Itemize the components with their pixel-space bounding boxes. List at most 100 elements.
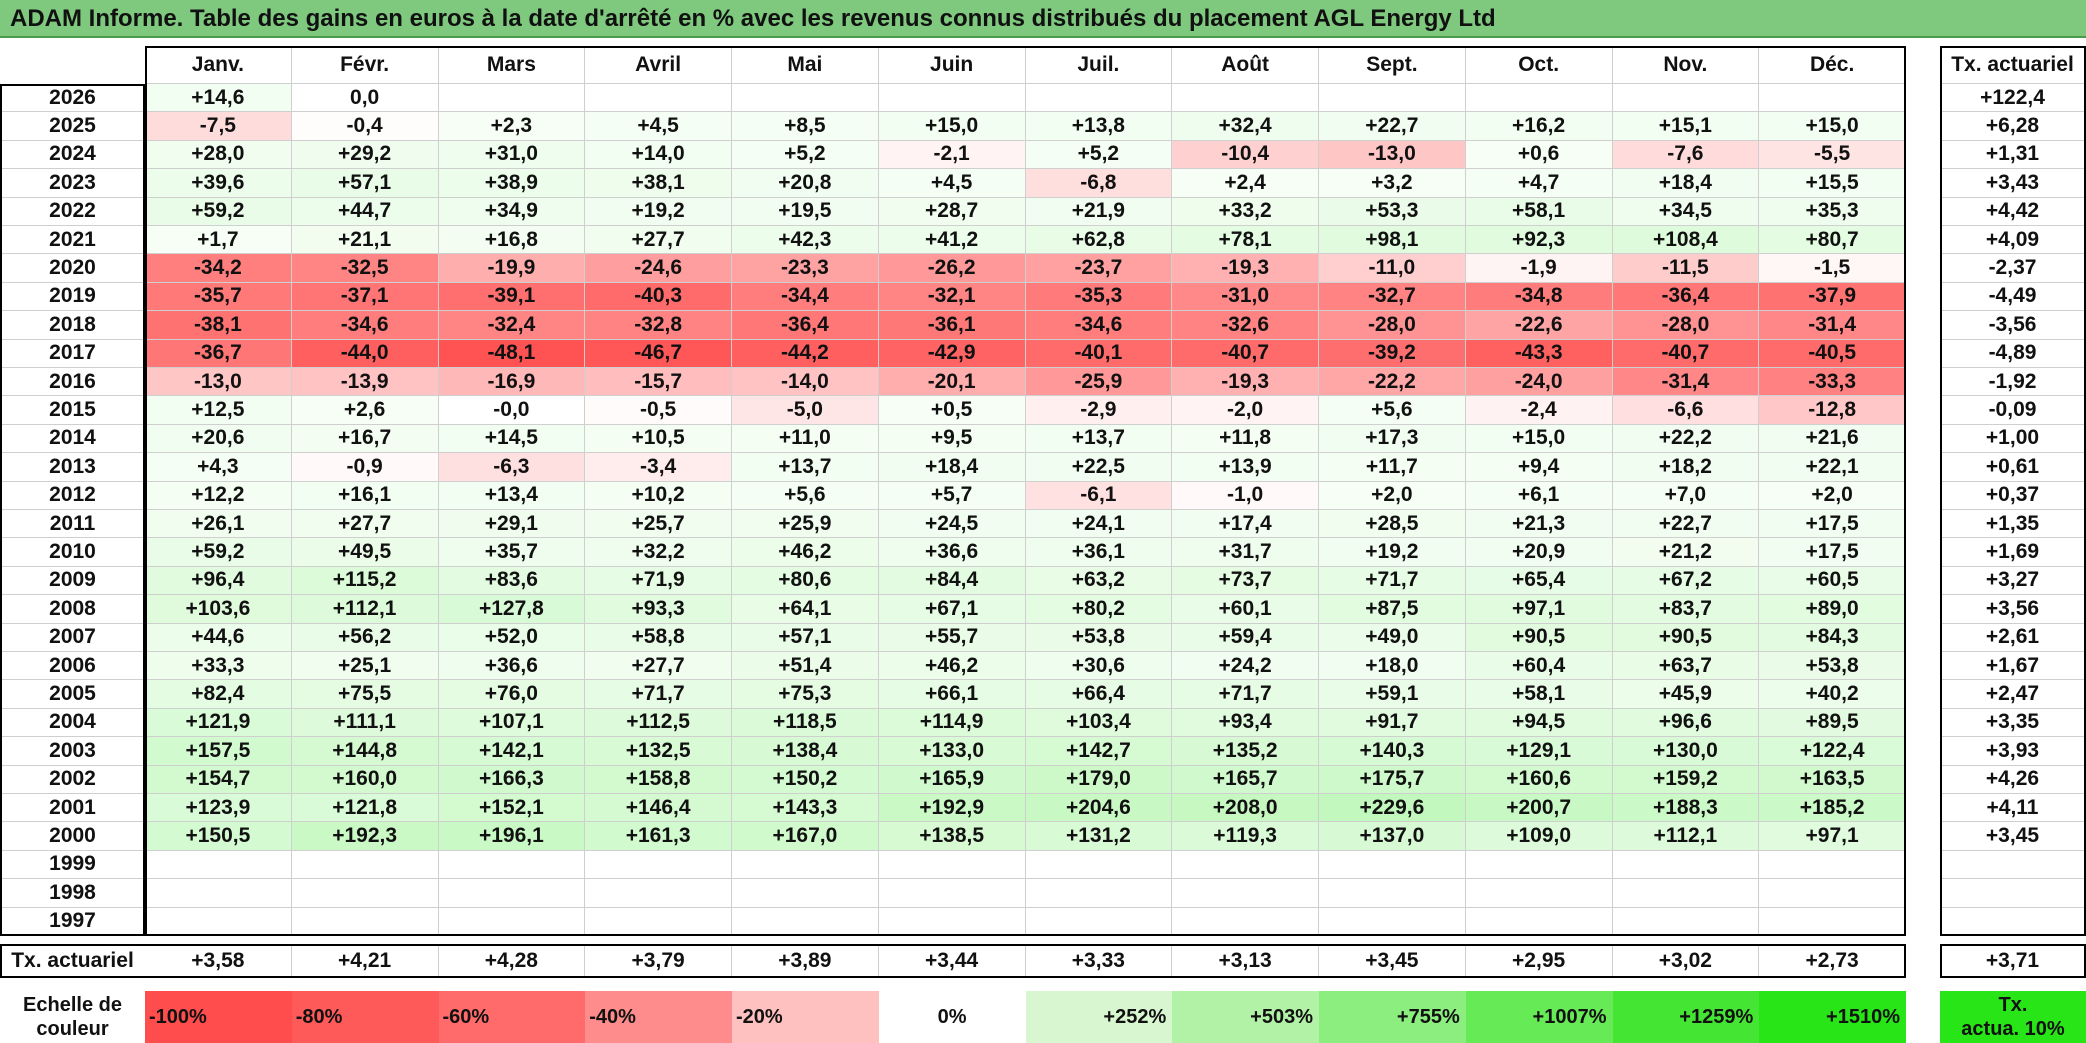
heatmap-cell: -11,0 (1319, 254, 1466, 283)
heatmap-cell: -24,0 (1465, 368, 1613, 397)
heatmap-cell (145, 879, 292, 908)
heatmap-cell: +192,9 (878, 794, 1026, 823)
heatmap-cell (732, 907, 879, 936)
heatmap-cell: +17,4 (1172, 510, 1319, 539)
heatmap-cell: -23,7 (1025, 254, 1173, 283)
heatmap-cell: -31,4 (1612, 368, 1760, 397)
heatmap-cell (1172, 907, 1319, 936)
heatmap-cell (438, 879, 586, 908)
heatmap-cell: +53,8 (1025, 623, 1173, 652)
heatmap-cell: +75,3 (732, 680, 879, 709)
heatmap-cell: -40,5 (1759, 339, 1906, 368)
row-year-label: 2001 (0, 794, 145, 823)
footer-rate-cell: +3,33 (1025, 944, 1173, 978)
heatmap-cell: +161,3 (585, 822, 732, 851)
row-year-label: 2006 (0, 652, 145, 681)
heatmap-cell: +39,6 (145, 169, 292, 198)
heatmap-cell: +31,0 (438, 140, 586, 170)
heatmap-cell: +60,5 (1759, 566, 1906, 596)
heatmap-cell (732, 879, 879, 908)
heatmap-cell: +138,5 (878, 822, 1026, 851)
heatmap-cell: +108,4 (1612, 226, 1760, 255)
heatmap-cell: -16,9 (438, 368, 586, 397)
heatmap-cell: +122,4 (1759, 737, 1906, 766)
heatmap-cell: +19,5 (732, 197, 879, 226)
color-scale-swatch: -80% (291, 991, 439, 1043)
heatmap-cell: +16,1 (291, 481, 439, 510)
heatmap-cell: +30,6 (1025, 652, 1173, 681)
heatmap-cell: +59,2 (145, 538, 292, 567)
heatmap-cell: +2,0 (1319, 481, 1466, 510)
heatmap-cell: -2,4 (1465, 396, 1613, 425)
footer-rate-cell: +3,58 (145, 944, 292, 978)
heatmap-cell: +67,1 (878, 595, 1026, 624)
heatmap-cell (1612, 879, 1760, 908)
heatmap-cell: +158,8 (585, 765, 732, 794)
row-rate-cell: +4,42 (1940, 197, 2086, 226)
heatmap-cell: -13,9 (291, 368, 439, 397)
heatmap-cell: +49,5 (291, 538, 439, 567)
heatmap-cell: +22,5 (1025, 453, 1173, 482)
heatmap-cell: -40,1 (1025, 339, 1173, 368)
color-scale-rate-line: actua. 10% (1961, 1018, 2065, 1040)
color-scale-swatch: -100% (145, 991, 292, 1043)
heatmap-cell: -39,2 (1319, 339, 1466, 368)
row-year-label: 2025 (0, 112, 145, 141)
heatmap-cell: +115,2 (291, 566, 439, 596)
heatmap-cell: +41,2 (878, 226, 1026, 255)
row-rate-cell: -4,89 (1940, 339, 2086, 368)
heatmap-cell: +15,0 (1759, 112, 1906, 141)
color-scale-swatch: +1007% (1465, 991, 1613, 1043)
heatmap-cell: +80,7 (1759, 226, 1906, 255)
heatmap-cell (585, 84, 732, 113)
heatmap-cell: +142,1 (438, 737, 586, 766)
heatmap-cell: +2,3 (438, 112, 586, 141)
heatmap-cell: -28,0 (1612, 311, 1760, 340)
color-scale-label-line: Echelle de (23, 994, 122, 1016)
row-rate-cell: +122,4 (1940, 84, 2086, 113)
heatmap-cell: +84,4 (878, 566, 1026, 596)
heatmap-cell: +58,1 (1465, 197, 1613, 226)
heatmap-cell: -32,5 (291, 254, 439, 283)
heatmap-cell: +25,9 (732, 510, 879, 539)
row-year-label: 2017 (0, 340, 145, 368)
heatmap-cell: +16,2 (1465, 112, 1613, 141)
column-header: Août (1172, 46, 1319, 84)
heatmap-cell: +76,0 (438, 680, 586, 709)
heatmap-cell: -32,7 (1319, 282, 1466, 312)
heatmap-cell: -2,9 (1025, 396, 1173, 425)
row-rate-cell (1940, 907, 2086, 936)
footer-rate-cell: +3,02 (1612, 944, 1760, 978)
heatmap-cell (1319, 907, 1466, 936)
heatmap-cell: -6,8 (1025, 169, 1173, 198)
heatmap-cell: +49,0 (1319, 623, 1466, 652)
column-header: Nov. (1612, 46, 1760, 84)
heatmap-cell (1612, 850, 1760, 880)
heatmap-cell: +45,9 (1612, 680, 1760, 709)
heatmap-cell: +38,9 (438, 169, 586, 198)
color-scale-swatch: 0% (878, 991, 1026, 1043)
heatmap-cell: -0,0 (438, 396, 586, 425)
heatmap-cell: -42,9 (878, 339, 1026, 368)
heatmap-cell: -36,7 (145, 339, 292, 368)
heatmap-cell: +0,5 (878, 396, 1026, 425)
heatmap-cell: +75,5 (291, 680, 439, 709)
heatmap-cell: +71,7 (1172, 680, 1319, 709)
heatmap-cell: +17,3 (1319, 424, 1466, 454)
heatmap-cell (585, 879, 732, 908)
row-year-label: 2007 (0, 624, 145, 652)
heatmap-cell (585, 850, 732, 880)
row-rate-cell: +3,35 (1940, 708, 2086, 738)
heatmap-cell: +13,7 (732, 453, 879, 482)
heatmap-cell: -6,3 (438, 453, 586, 482)
heatmap-cell (878, 850, 1026, 880)
heatmap-cell: -34,4 (732, 282, 879, 312)
heatmap-cell: -31,4 (1759, 311, 1906, 340)
heatmap-cell: +192,3 (291, 822, 439, 851)
heatmap-cell: +15,0 (878, 112, 1026, 141)
heatmap-cell: -5,0 (732, 396, 879, 425)
heatmap-cell: +94,5 (1465, 708, 1613, 738)
heatmap-cell: +96,6 (1612, 708, 1760, 738)
heatmap-cell: +27,7 (291, 510, 439, 539)
heatmap-cell: +80,2 (1025, 595, 1173, 624)
